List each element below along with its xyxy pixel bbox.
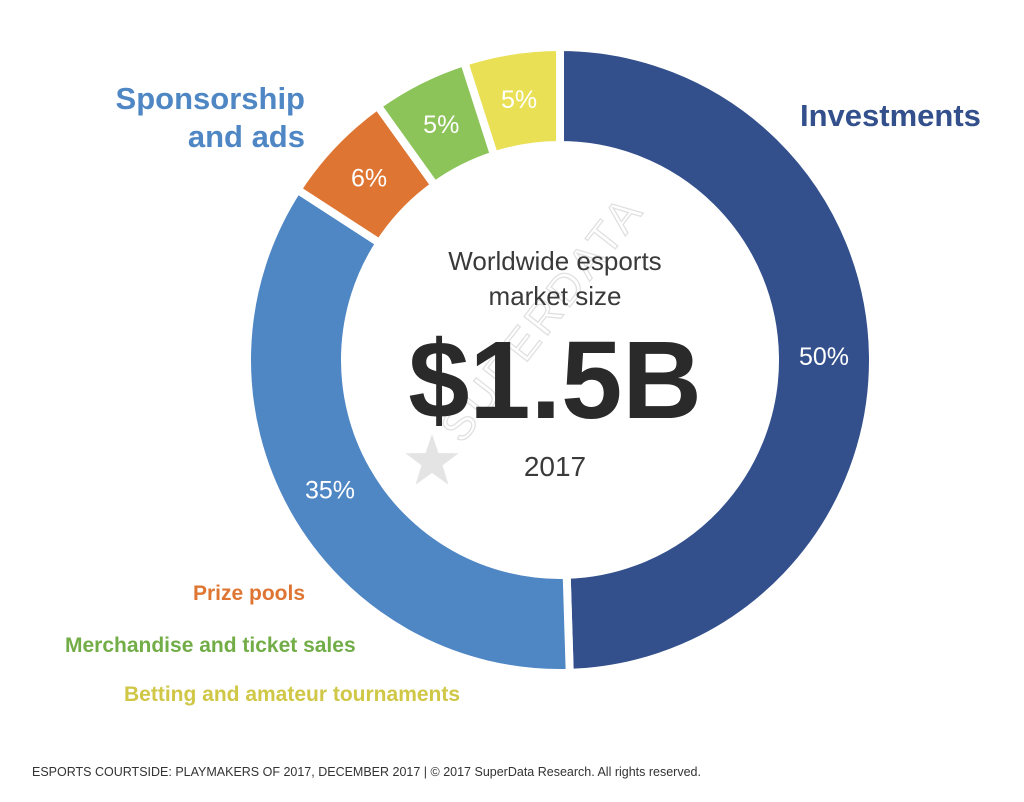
legend-label-investments: Investments: [800, 98, 981, 133]
slice-investments: [556, 42, 878, 677]
center-subtitle-line1: Worldwide esports: [448, 246, 661, 276]
pct-label-3: 6%: [351, 165, 387, 193]
legend-label-merchandise: Merchandise and ticket sales: [65, 634, 356, 657]
pct-label-2: 35%: [305, 477, 355, 505]
center-year: 2017: [524, 451, 586, 482]
slice-betting-and-amateur-tournaments: [459, 42, 564, 161]
slice-sponsorship-and-ads: [243, 184, 574, 677]
pct-label-5: 5%: [501, 86, 537, 114]
pct-label-4: 5%: [423, 111, 459, 139]
percentage-labels: 50% 35% 6% 5% 5%: [305, 86, 849, 504]
legend-label-prize-pools: Prize pools: [192, 582, 305, 605]
center-text: Worldwide esports market size $1.5B 2017: [408, 246, 702, 482]
donut-slices: [243, 42, 878, 677]
star-icon: [405, 434, 459, 485]
footer-credit: ESPORTS COURTSIDE: PLAYMAKERS OF 2017, D…: [32, 765, 701, 779]
legend-label-betting: Betting and amateur tournaments: [124, 683, 461, 706]
center-subtitle-line2: market size: [489, 281, 622, 311]
legend-label-sponsorship: Sponsorship and ads: [115, 81, 305, 154]
pct-label-1: 50%: [799, 343, 849, 371]
center-total-value: $1.5B: [408, 319, 702, 442]
